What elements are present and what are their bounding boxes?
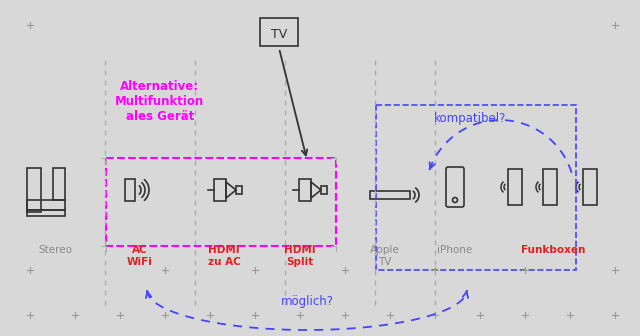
Text: kompatibel?: kompatibel? [434, 112, 506, 125]
Text: Funkboxen: Funkboxen [521, 245, 585, 255]
Text: iPhone: iPhone [437, 245, 472, 255]
Bar [106, 158, 336, 246]
Bar [376, 105, 576, 270]
Bar [321, 186, 327, 194]
Text: Stereo: Stereo [38, 245, 72, 255]
Text: HDMI
zu AC: HDMI zu AC [207, 245, 241, 266]
Bar [53, 168, 65, 200]
Bar [299, 179, 311, 201]
Bar [27, 210, 65, 216]
Text: HDMI
Split: HDMI Split [284, 245, 316, 266]
Text: TV: TV [271, 29, 287, 42]
Bar [508, 169, 522, 205]
Bar [543, 169, 557, 205]
Bar [370, 191, 410, 199]
Text: Apple
TV: Apple TV [370, 245, 400, 266]
Bar [125, 179, 135, 201]
Bar [260, 18, 298, 46]
Bar [27, 168, 41, 212]
Bar [214, 179, 226, 201]
Bar [583, 169, 597, 205]
Bar [27, 200, 65, 210]
Bar [236, 186, 242, 194]
Text: Alternative:
Multifunktion
ales Gerät: Alternative: Multifunktion ales Gerät [115, 80, 205, 123]
Text: möglich?: möglich? [280, 295, 333, 308]
Text: AC
WiFi: AC WiFi [127, 245, 153, 266]
